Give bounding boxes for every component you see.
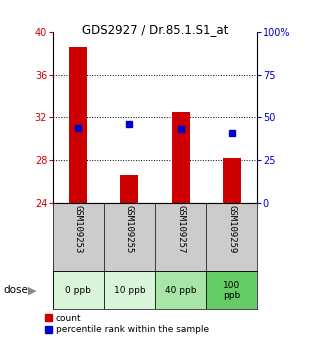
Text: GSM109255: GSM109255 — [125, 205, 134, 253]
Text: ▶: ▶ — [28, 285, 36, 295]
Bar — [155, 272, 206, 309]
Bar — [121, 175, 138, 203]
Bar — [104, 272, 155, 309]
Text: GDS2927 / Dr.85.1.S1_at: GDS2927 / Dr.85.1.S1_at — [82, 23, 228, 36]
Text: 100
ppb: 100 ppb — [223, 280, 240, 300]
Bar — [69, 47, 87, 203]
Bar — [223, 158, 241, 203]
Text: GSM109257: GSM109257 — [176, 205, 185, 253]
Text: GSM109253: GSM109253 — [74, 205, 83, 253]
Legend: count, percentile rank within the sample: count, percentile rank within the sample — [45, 314, 209, 334]
Text: 10 ppb: 10 ppb — [113, 286, 145, 295]
Text: GSM109259: GSM109259 — [227, 205, 236, 253]
Text: 40 ppb: 40 ppb — [165, 286, 196, 295]
Text: dose: dose — [3, 285, 28, 295]
Text: 0 ppb: 0 ppb — [65, 286, 91, 295]
Bar — [206, 272, 257, 309]
Bar — [53, 272, 104, 309]
Bar — [172, 112, 189, 203]
